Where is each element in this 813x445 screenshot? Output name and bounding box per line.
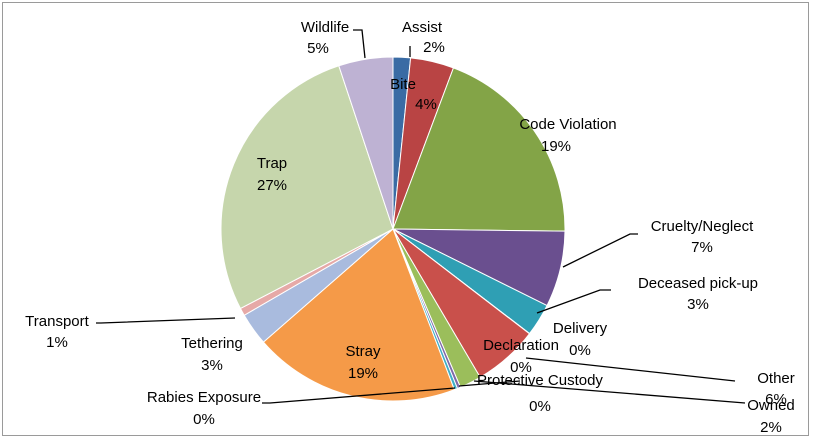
slice-value-owned: 2% — [760, 419, 782, 436]
slice-value-trap: 27% — [257, 177, 287, 194]
pie-slice-code-violation — [392, 67, 566, 232]
pie-slice-trap — [220, 65, 394, 310]
leader-line-owned — [473, 380, 746, 404]
slice-label-assist: Assist — [402, 19, 443, 36]
slice-label-delivery: Delivery — [553, 320, 608, 337]
leader-line-deceased-pick-up — [536, 289, 611, 314]
data-labels: Assist 2% Bite 4% Code Violation 19% Cruelty/N… — [25, 19, 795, 436]
slice-value-tethering: 3% — [201, 357, 223, 374]
slice-value-assist: 2% — [423, 39, 445, 56]
slice-value-transport: 1% — [46, 334, 68, 351]
leader-line-wildlife — [353, 29, 366, 59]
leader-line-cruelty-neglect — [562, 233, 638, 268]
leader-line-transport — [96, 317, 236, 324]
slice-value-wildlife: 5% — [307, 40, 329, 57]
slice-value-declaration: 0% — [510, 359, 532, 376]
slice-label-wildlife: Wildlife — [301, 19, 349, 36]
slice-label-owned: Owned — [747, 397, 795, 414]
leader-lines — [96, 29, 746, 404]
slice-label-tethering: Tethering — [181, 335, 243, 352]
slice-label-protective-custody: Protective Custody — [477, 372, 603, 389]
slice-value-cruelty-neglect: 7% — [691, 239, 713, 256]
slice-value-stray: 19% — [348, 365, 378, 382]
slice-label-stray: Stray — [345, 343, 381, 360]
slice-value-protective-custody: 0% — [529, 398, 551, 415]
slice-value-deceased-pick-up: 3% — [687, 296, 709, 313]
slice-label-transport: Transport — [25, 313, 89, 330]
slice-value-code-violation: 19% — [541, 138, 571, 155]
slice-label-declaration: Declaration — [483, 337, 559, 354]
pie-slice-wildlife — [338, 56, 394, 230]
leader-line-rabies-exposure — [262, 387, 456, 404]
slice-label-other: Other — [757, 370, 795, 387]
slice-label-cruelty-neglect: Cruelty/Neglect — [651, 218, 754, 235]
slice-label-code-violation: Code Violation — [519, 116, 616, 133]
slice-value-other: 6% — [765, 391, 787, 408]
slice-label-rabies-exposure: Rabies Exposure — [147, 389, 261, 406]
pie-slices — [220, 56, 566, 402]
slice-label-trap: Trap — [257, 155, 287, 172]
leader-line-protective-custody — [458, 380, 521, 387]
leader-line-other — [525, 357, 736, 382]
slice-value-bite: 4% — [415, 96, 437, 113]
slice-value-delivery: 0% — [569, 342, 591, 359]
slice-value-rabies-exposure: 0% — [193, 411, 215, 428]
slice-label-bite: Bite — [390, 76, 416, 93]
slice-label-deceased-pick-up: Deceased pick-up — [638, 275, 758, 292]
